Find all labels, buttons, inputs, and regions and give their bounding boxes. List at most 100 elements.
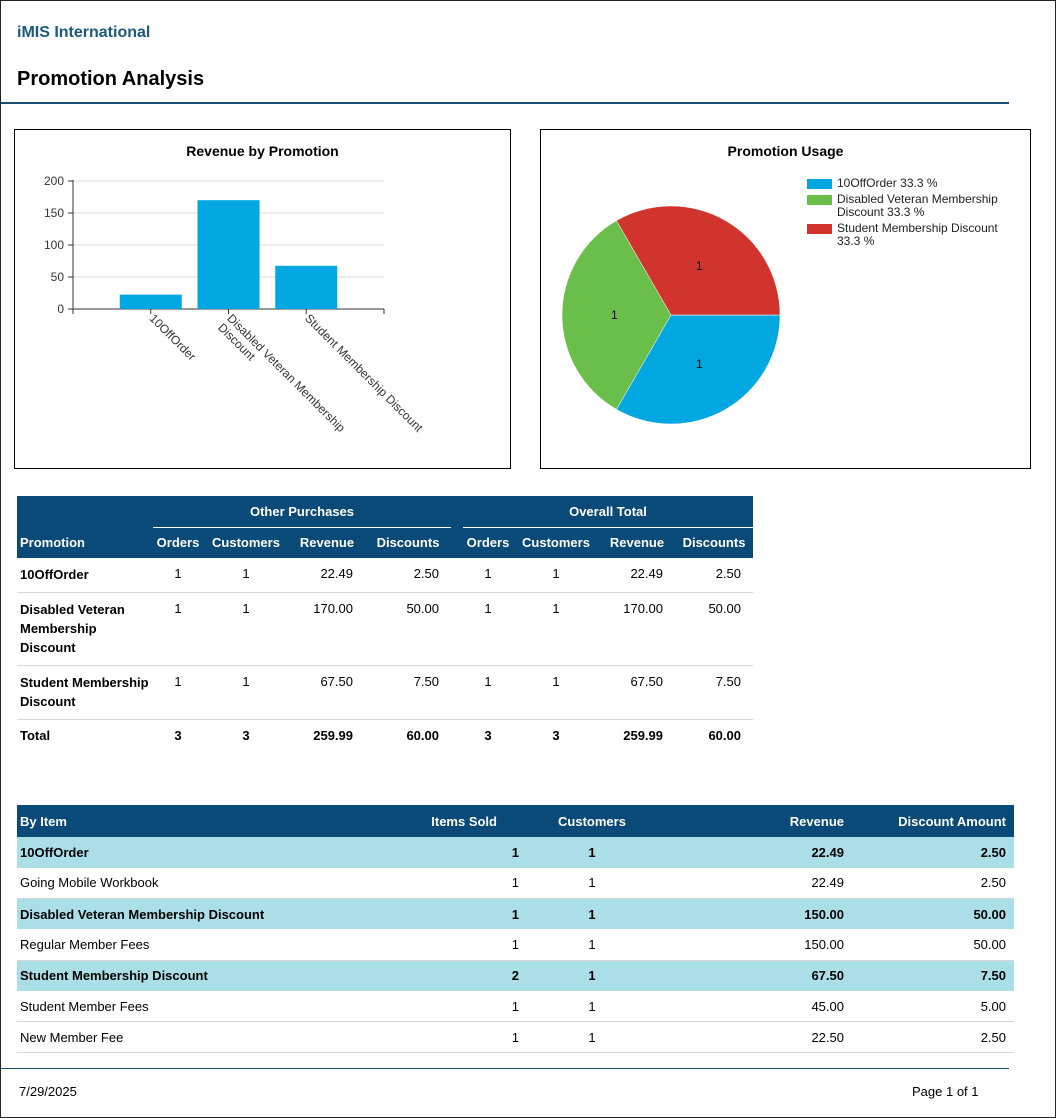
header-gap (451, 496, 463, 527)
promotion-name: Disabled Veteran Membership Discount (17, 592, 153, 666)
bar-chart-title: Revenue by Promotion (186, 143, 339, 159)
cell-customers: 1 (527, 990, 657, 1023)
cell-items-sold: 1 (347, 837, 527, 868)
header-gap (451, 527, 463, 558)
cell-gap (451, 665, 463, 720)
item-row: Regular Member Fees 1 1 150.00 50.00 (17, 929, 1014, 961)
legend-item: Student Membership Discount 33.3 % (807, 222, 1017, 248)
col-customers: Customers (513, 527, 599, 558)
col-revenue: Revenue (289, 527, 365, 558)
total-customers: 3 (242, 728, 250, 743)
header-divider (1, 102, 1009, 104)
cell-discounts: 7.50 (675, 665, 753, 720)
legend-swatch (807, 179, 832, 189)
col-promotion: Promotion (17, 496, 153, 558)
y-tick-label: 50 (51, 270, 65, 284)
pie-slice (616, 314, 781, 425)
cell-customers: 1 (203, 592, 289, 666)
item-name: Student Membership Discount (17, 960, 347, 991)
organization-name: iMIS International (17, 24, 151, 41)
item-group-row: 10OffOrder 1 1 22.49 2.50 (17, 837, 1014, 868)
cell-revenue: 22.50 (657, 1021, 852, 1054)
cell-orders: 1 (463, 665, 513, 720)
cell-orders: 1 (153, 665, 203, 720)
pie-chart-title: Promotion Usage (727, 143, 844, 159)
col-customers: Customers (527, 805, 657, 837)
footer-date: 7/29/2025 (19, 1084, 77, 1099)
by-item-table: By Item Items Sold Customers Revenue Dis… (17, 805, 1014, 1054)
cell-revenue: 150.00 (657, 898, 852, 930)
cell-revenue: 67.50 (599, 665, 675, 720)
cell-revenue: 67.50 (289, 665, 365, 720)
bar (197, 200, 260, 309)
cell-items-sold: 1 (347, 867, 527, 900)
cell-discount-amount: 50.00 (852, 929, 1014, 961)
cell-discounts: 7.50 (365, 665, 451, 720)
legend-label: Disabled Veteran Membership Discount 33.… (837, 192, 998, 219)
col-discounts: Discounts (365, 527, 451, 558)
total-revenue: 259.99 (623, 728, 663, 743)
col-revenue: Revenue (657, 805, 852, 837)
cell-discounts: 2.50 (365, 558, 451, 593)
col-customers: Customers (203, 527, 289, 558)
cell-gap (451, 558, 463, 593)
cell-customers: 1 (527, 1021, 657, 1054)
cell-customers: 1 (527, 837, 657, 868)
cell-discounts: 50.00 (365, 592, 451, 666)
cell-customers: 1 (513, 558, 599, 593)
total-orders: 3 (174, 728, 182, 743)
cell-customers: 1 (527, 867, 657, 900)
col-items-sold: Items Sold (347, 805, 527, 837)
total-discounts: 60.00 (708, 728, 741, 743)
cell-items-sold: 1 (347, 990, 527, 1023)
cell-discounts: 2.50 (675, 558, 753, 593)
cell-revenue: 150.00 (657, 929, 852, 961)
promotion-name: 10OffOrder (17, 558, 153, 593)
cell-discounts: 50.00 (675, 592, 753, 666)
cell-revenue: 22.49 (289, 558, 365, 593)
legend-item: Disabled Veteran Membership Discount 33.… (807, 193, 1017, 219)
total-revenue: 259.99 (313, 728, 353, 743)
cell-orders: 1 (463, 558, 513, 593)
col-orders: Orders (463, 527, 513, 558)
pie-data-label: 1 (696, 259, 703, 273)
pie-data-label: 1 (611, 308, 618, 322)
item-row: Student Member Fees 1 1 45.00 5.00 (17, 990, 1014, 1023)
cell-customers: 1 (203, 665, 289, 720)
cell-discount-amount: 2.50 (852, 1021, 1014, 1054)
col-discounts: Discounts (675, 527, 753, 558)
cell-orders: 1 (463, 592, 513, 666)
promotion-name: Student Membership Discount (17, 665, 153, 720)
col-orders: Orders (153, 527, 203, 558)
item-name: 10OffOrder (17, 837, 347, 868)
legend-swatch (807, 195, 832, 205)
pie-slice (616, 205, 781, 316)
cell-revenue: 22.49 (599, 558, 675, 593)
cell-customers: 1 (203, 558, 289, 593)
total-customers: 3 (552, 728, 560, 743)
item-name: Student Member Fees (17, 990, 347, 1023)
bar (119, 294, 182, 309)
cell-items-sold: 2 (347, 960, 527, 991)
cell-discount-amount: 2.50 (852, 837, 1014, 868)
cell-customers: 1 (527, 929, 657, 961)
item-group-row: Student Membership Discount 2 1 67.50 7.50 (17, 960, 1014, 991)
cell-revenue: 170.00 (289, 592, 365, 666)
col-discount-amount: Discount Amount (852, 805, 1014, 837)
y-tick-label: 0 (57, 302, 64, 316)
table-row: 10OffOrder 1 1 22.49 2.50 1 1 22.49 2.50 (17, 558, 753, 593)
cell-items-sold: 1 (347, 929, 527, 961)
table-row: Disabled Veteran Membership Discount 1 1… (17, 592, 753, 666)
pie-data-label: 1 (696, 357, 703, 371)
total-discounts: 60.00 (406, 728, 439, 743)
report-title: Promotion Analysis (17, 68, 205, 90)
y-tick-label: 200 (44, 174, 64, 188)
group-other-purchases: Other Purchases (153, 496, 451, 528)
cell-customers: 1 (527, 960, 657, 991)
pie-chart-svg: 1 1 1 (561, 205, 781, 425)
cell-discount-amount: 2.50 (852, 867, 1014, 900)
pie-slice (561, 220, 672, 410)
cell-items-sold: 1 (347, 898, 527, 930)
cell-gap (451, 720, 463, 752)
